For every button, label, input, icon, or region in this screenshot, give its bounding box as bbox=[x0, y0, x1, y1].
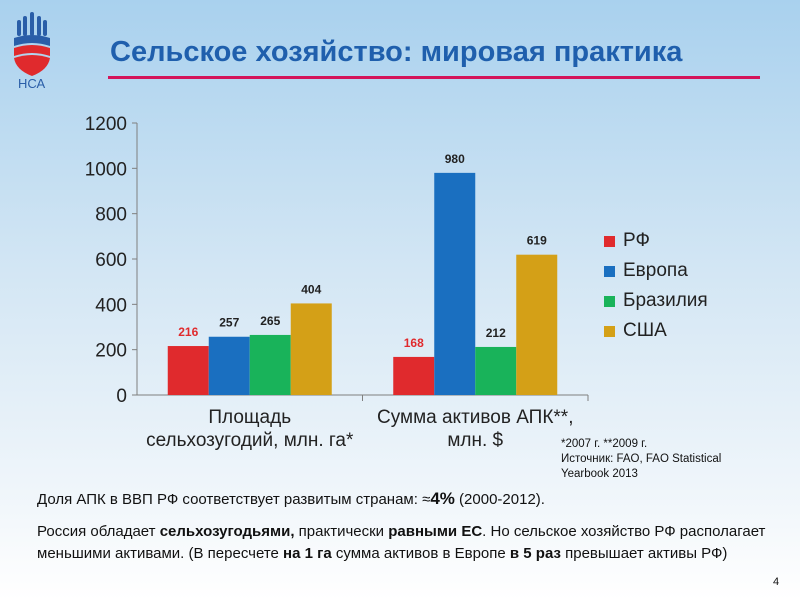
statement2-p3: . Но сельское хозяйство РФ располагает м… bbox=[37, 523, 766, 562]
x-category-label: Площадь bbox=[208, 407, 291, 428]
legend-label: Европа bbox=[623, 260, 688, 281]
bar bbox=[516, 254, 558, 395]
chart-footnote: *2007 г. **2009 г. Источник: FAO, FAO St… bbox=[561, 437, 781, 482]
footnote-source: Источник: FAO, FAO Statistical bbox=[561, 453, 722, 465]
legend-swatch bbox=[604, 295, 615, 307]
nsa-logo bbox=[14, 12, 50, 76]
legend-item: РФ bbox=[604, 226, 708, 256]
statement2-p2: практически bbox=[294, 523, 389, 540]
data-label: 404 bbox=[301, 282, 321, 296]
x-category-label: млн. $ bbox=[447, 430, 503, 451]
data-label: 257 bbox=[219, 316, 239, 330]
statement1-tail: (2000-2012). bbox=[454, 491, 545, 508]
legend-swatch bbox=[604, 235, 615, 247]
bar bbox=[249, 334, 291, 395]
y-tick-label: 600 bbox=[95, 250, 127, 271]
page-title: Сельское хозяйство: мировая практика bbox=[110, 36, 683, 68]
page-number: 4 bbox=[773, 576, 780, 588]
legend-item: Бразилия bbox=[604, 286, 708, 316]
title-divider bbox=[108, 76, 760, 79]
data-label: 619 bbox=[527, 234, 547, 248]
statement2-p5: превышает активы РФ) bbox=[560, 545, 728, 562]
bar bbox=[475, 346, 517, 395]
bar bbox=[208, 336, 250, 395]
y-tick-label: 0 bbox=[116, 386, 127, 407]
statement2-b4: в 5 раз bbox=[509, 545, 561, 562]
y-tick-label: 800 bbox=[95, 205, 127, 226]
data-label: 212 bbox=[486, 326, 506, 340]
bar bbox=[434, 172, 476, 395]
logo-text: НСА bbox=[18, 76, 46, 91]
statement1-text: Доля АПК в ВВП РФ соответствует развитым… bbox=[37, 491, 431, 508]
statement2-b3: на 1 га bbox=[283, 545, 332, 562]
data-label: 168 bbox=[404, 336, 424, 350]
statement2-p4: сумма активов в Европе bbox=[331, 545, 510, 562]
y-tick-label: 1000 bbox=[85, 159, 127, 180]
bar bbox=[290, 303, 332, 395]
statement2-p1: Россия обладает bbox=[37, 523, 160, 540]
legend-item: Европа bbox=[604, 256, 708, 286]
data-label: 980 bbox=[445, 152, 465, 166]
footnote-years: *2007 г. **2009 г. bbox=[561, 438, 648, 450]
bar bbox=[393, 356, 435, 395]
legend-label: РФ bbox=[623, 230, 650, 251]
data-label: 265 bbox=[260, 314, 280, 328]
x-category-label: сельхозугодий, млн. га* bbox=[146, 430, 354, 451]
statement1-value: 4% bbox=[430, 489, 455, 508]
statement2-b2: равными ЕС bbox=[388, 523, 483, 540]
legend-swatch bbox=[604, 325, 615, 337]
x-category-label: Сумма активов АПК**, bbox=[377, 407, 573, 428]
legend-label: Бразилия bbox=[623, 290, 708, 311]
bar bbox=[167, 346, 209, 395]
comparison-statement: Россия обладает сельхозугодьями, практич… bbox=[37, 521, 772, 565]
statement2-b1: сельхозугодьями, bbox=[159, 523, 295, 540]
gdp-share-statement: Доля АПК в ВВП РФ соответствует развитым… bbox=[37, 489, 545, 509]
data-label: 216 bbox=[178, 325, 198, 339]
legend-label: США bbox=[623, 320, 667, 341]
footnote-source-cont: Yearbook 2013 bbox=[561, 468, 638, 480]
legend-item: США bbox=[604, 316, 708, 346]
y-tick-label: 200 bbox=[95, 341, 127, 362]
chart-legend: РФ Европа Бразилия США bbox=[604, 226, 708, 346]
legend-swatch bbox=[604, 265, 615, 277]
y-tick-label: 400 bbox=[95, 295, 127, 316]
y-tick-label: 1200 bbox=[85, 114, 127, 135]
